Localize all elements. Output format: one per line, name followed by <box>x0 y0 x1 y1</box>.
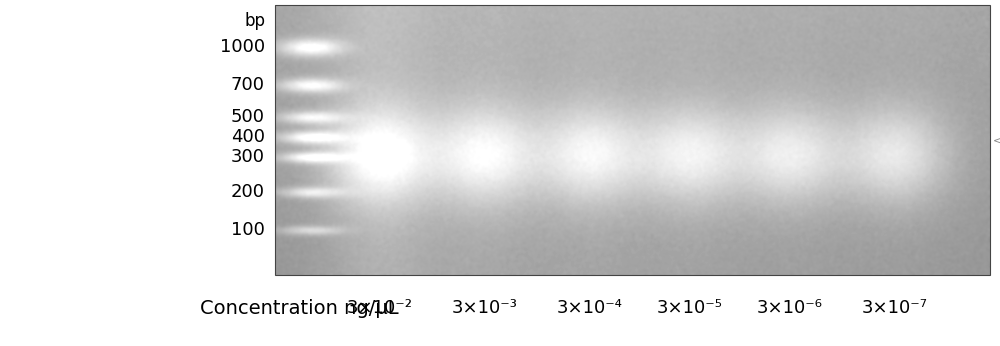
Text: 1000: 1000 <box>220 38 265 56</box>
Text: <: < <box>993 135 1000 145</box>
Text: 3×10⁻⁶: 3×10⁻⁶ <box>757 299 823 317</box>
Text: 500: 500 <box>231 108 265 126</box>
Text: bp: bp <box>244 12 265 30</box>
Text: 100: 100 <box>231 221 265 239</box>
Text: 3×10⁻³: 3×10⁻³ <box>452 299 518 317</box>
Text: 400: 400 <box>231 128 265 146</box>
Text: 3×10⁻⁴: 3×10⁻⁴ <box>557 299 623 317</box>
Text: 700: 700 <box>231 76 265 94</box>
Text: 300: 300 <box>231 148 265 166</box>
Text: Concentration ng/μL: Concentration ng/μL <box>200 299 399 318</box>
Text: 3×10⁻⁵: 3×10⁻⁵ <box>657 299 723 317</box>
Text: 3×10⁻⁷: 3×10⁻⁷ <box>862 299 928 317</box>
Text: 3×10⁻²: 3×10⁻² <box>347 299 413 317</box>
Bar <box>275 5 990 275</box>
Text: 200: 200 <box>231 183 265 201</box>
